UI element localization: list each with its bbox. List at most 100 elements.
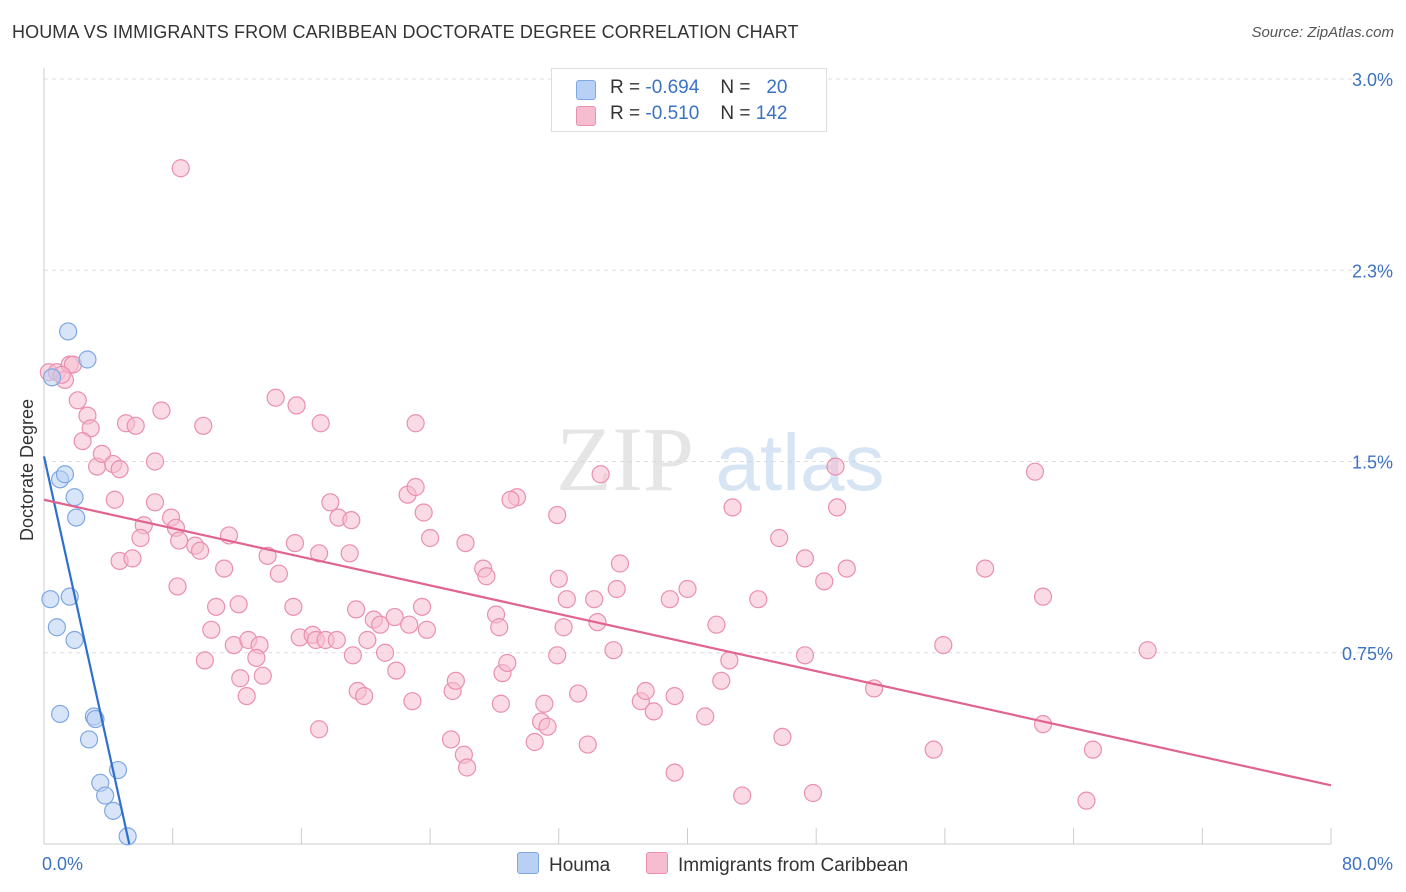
caribbean-point	[826, 457, 845, 476]
caribbean-point	[924, 740, 943, 759]
caribbean-point	[285, 533, 305, 553]
grid-layer	[44, 78, 1392, 654]
caribbean-point	[414, 503, 433, 522]
caribbean-point	[665, 686, 684, 706]
y-tick-label: 0.75%	[1342, 644, 1393, 664]
caribbean-point	[311, 414, 330, 433]
caribbean-point	[557, 590, 576, 609]
caribbean-point	[358, 630, 377, 650]
caribbean-point	[346, 600, 366, 619]
caribbean-point	[498, 653, 517, 673]
caribbean-point	[733, 786, 752, 805]
caribbean-point	[446, 671, 465, 690]
bottom-legend-houma: Houma	[517, 852, 610, 877]
houma-point	[78, 350, 97, 369]
caribbean-point	[284, 597, 303, 616]
caribbean-trend-line	[43, 498, 1332, 787]
caribbean-point	[266, 388, 285, 407]
houma-trend-line	[42, 456, 131, 845]
caribbean-point	[535, 694, 554, 713]
caribbean-point	[73, 432, 92, 451]
bottom-legend-label-caribbean: Immigrants from Caribbean	[678, 855, 909, 876]
caribbean-point	[152, 401, 171, 420]
legend-n-value: 142	[755, 103, 788, 124]
caribbean-point	[723, 498, 742, 517]
caribbean-point	[607, 579, 626, 599]
legend-r-value: -0.694	[645, 77, 700, 98]
caribbean-point	[795, 549, 815, 568]
caribbean-point	[441, 730, 461, 749]
caribbean-point	[678, 579, 697, 599]
watermark: ZIP atlas	[556, 408, 884, 510]
caribbean-point	[247, 648, 266, 667]
caribbean-point	[815, 572, 834, 591]
caribbean-point	[548, 646, 567, 665]
caribbean-point	[828, 498, 847, 517]
caribbean-point	[287, 396, 306, 415]
houma-point	[42, 368, 62, 387]
caribbean-point	[1138, 641, 1157, 660]
caribbean-point	[749, 590, 768, 609]
caribbean-point	[770, 528, 789, 548]
caribbean-point	[712, 671, 731, 690]
caribbean-point	[707, 615, 726, 634]
x-tick-label: 0.0%	[42, 854, 83, 874]
caribbean-point	[327, 630, 346, 650]
houma-point	[79, 730, 99, 749]
houma-point	[55, 465, 75, 484]
caribbean-point	[636, 681, 655, 701]
caribbean-point	[194, 416, 213, 435]
bottom-legend-swatch-houma	[517, 852, 539, 874]
y-axis-title: Doctorate Degree	[17, 399, 37, 541]
caribbean-point	[343, 646, 362, 665]
y-tick-label: 1.5%	[1352, 453, 1393, 473]
caribbean-point	[554, 618, 573, 637]
caribbean-point	[68, 391, 87, 410]
caribbean-point	[548, 505, 567, 525]
caribbean-point	[145, 493, 165, 512]
caribbean-point	[375, 643, 395, 662]
caribbean-point	[585, 590, 604, 609]
caribbean-point	[406, 477, 425, 497]
caribbean-point	[231, 669, 250, 688]
y-tick-label: 3.0%	[1352, 70, 1393, 90]
houma-point	[96, 786, 115, 805]
caribbean-point	[202, 620, 221, 639]
caribbean-point	[403, 692, 422, 711]
houma-point	[65, 488, 84, 507]
caribbean-point	[170, 531, 189, 550]
source-credit: Source: ZipAtlas.com	[1251, 24, 1394, 41]
caribbean-point	[400, 615, 419, 634]
caribbean-point	[110, 460, 129, 479]
caribbean-point	[803, 783, 823, 803]
caribbean-point	[720, 651, 739, 670]
caribbean-point	[258, 546, 277, 565]
caribbean-point	[591, 465, 610, 484]
legend-n-value: 20	[766, 77, 788, 98]
caribbean-point	[342, 511, 361, 530]
legend-swatch-caribbean	[576, 106, 596, 126]
legend-r-label: R =	[610, 103, 641, 124]
caribbean-point	[207, 597, 226, 616]
watermark-atlas: atlas	[716, 418, 885, 507]
caribbean-point	[321, 493, 340, 512]
caribbean-point	[340, 544, 359, 563]
caribbean-point	[458, 758, 477, 777]
caribbean-point	[837, 559, 856, 578]
caribbean-point	[126, 416, 145, 435]
stats-legend: R = -0.694 N = 20 R = -0.510 N = 142	[551, 68, 827, 132]
legend-r-label: R =	[610, 77, 641, 98]
points-layer	[39, 159, 1157, 846]
caribbean-point	[1025, 462, 1045, 481]
label-layer: 0.75% 1.5% 2.3% 3.0% 0.0% 80.0% Doctorate Degr…	[17, 70, 1393, 874]
caribbean-point	[1077, 791, 1096, 810]
caribbean-point	[387, 661, 406, 680]
caribbean-point	[976, 559, 995, 578]
houma-point	[67, 508, 86, 527]
caribbean-point	[309, 720, 329, 739]
caribbean-point	[660, 590, 679, 609]
legend-swatch-houma	[576, 80, 596, 100]
caribbean-point	[92, 444, 112, 463]
houma-point	[47, 618, 66, 637]
x-tick-label: 80.0%	[1342, 854, 1393, 874]
